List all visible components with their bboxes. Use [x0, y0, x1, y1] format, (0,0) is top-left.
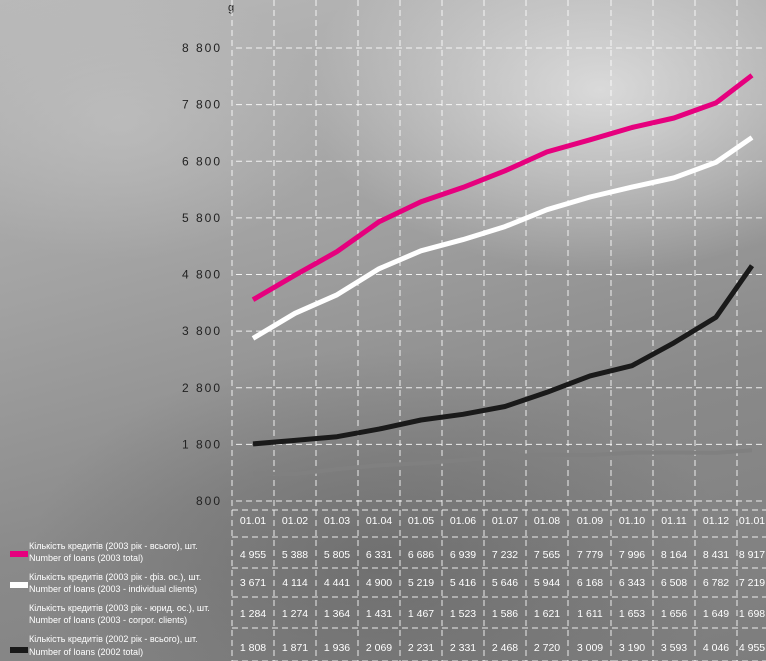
y-tick-label: 5 800 [182, 211, 222, 225]
legend-swatch [10, 647, 28, 653]
chart-grid [231, 0, 766, 661]
table-cell: 4 441 [324, 577, 350, 589]
legend-swatch [10, 582, 28, 588]
table-cell: 8 431 [703, 549, 729, 561]
table-cell: 3 593 [661, 642, 687, 654]
legend-label-ua: Кількість кредитів (2002 рік - всього), … [29, 634, 198, 644]
legend: Кількість кредитів (2003 рік - всього), … [10, 541, 210, 657]
x-tick-label: 01.12 [703, 515, 729, 527]
table-cell: 7 232 [492, 549, 518, 561]
y-tick-label: 800 [196, 494, 222, 508]
x-tick-label: 01.06 [450, 515, 476, 527]
table-cell: 1 467 [408, 608, 434, 620]
series-line [251, 73, 754, 302]
x-tick-label: 01.05 [408, 515, 434, 527]
series-lines [251, 73, 755, 477]
series-line [252, 448, 753, 477]
y-tick-label: 8 800 [182, 41, 222, 55]
x-tick-label: 01.08 [534, 515, 560, 527]
legend-swatch [10, 551, 28, 557]
y-tick-label: 7 800 [182, 98, 222, 112]
x-tick-label: 01.03 [324, 515, 350, 527]
table-cell: 4 900 [366, 577, 392, 589]
table-cell: 4 114 [282, 577, 308, 589]
legend-label-ua: Кількість кредитів (2003 рік - всього), … [29, 541, 198, 551]
x-tick-label: 01.04 [366, 515, 392, 527]
table-cell: 1 808 [240, 642, 266, 654]
table-cell: 7 996 [619, 549, 645, 561]
table-cell: 5 944 [534, 577, 560, 589]
legend-label-en: Number of loans (2003 - individual clien… [29, 584, 197, 594]
table-cell: 1 284 [240, 608, 266, 620]
table-cell: 4 955 [240, 549, 266, 561]
x-tick-label: 01.10 [619, 515, 645, 527]
legend-label-ua: Кількість кредитів (2003 рік - фіз. ос.)… [29, 572, 201, 582]
table-cell: 1 649 [703, 608, 729, 620]
table-cell: 8 164 [661, 549, 687, 561]
table-cell: 1 621 [534, 608, 560, 620]
table-cell: 1 431 [366, 608, 392, 620]
table-cell: 8 917 [739, 549, 765, 561]
x-axis: 01.01 01.02 01.03 01.04 01.05 01.06 01.07 01.08… [240, 515, 765, 527]
legend-label-en: Number of loans (2003 total) [29, 553, 143, 563]
table-cell: 7 779 [577, 549, 603, 561]
table-cell: 6 939 [450, 549, 476, 561]
table-cell: 1 653 [619, 608, 645, 620]
legend-label-ua: Кількість кредитів (2003 рік - юрид. ос.… [29, 603, 210, 613]
table-cell: 7 219 [739, 577, 765, 589]
table-cell: 6 343 [619, 577, 645, 589]
table-cell: 1 611 [577, 608, 603, 620]
table-cell: 1 698 [739, 608, 765, 620]
table-cell: 5 219 [408, 577, 434, 589]
table-cell: 4 046 [703, 642, 729, 654]
table-cell: 2 720 [534, 642, 560, 654]
table-cell: 6 331 [366, 549, 392, 561]
table-cell: 6 168 [577, 577, 603, 589]
table-cell: 7 565 [534, 549, 560, 561]
x-tick-label: 01.11 [661, 515, 687, 527]
legend-label-en: Number of loans (2003 - corpor. clients) [29, 615, 187, 625]
legend-label-en: Number of loans (2002 total) [29, 647, 143, 657]
table-cell: 6 782 [703, 577, 729, 589]
y-tick-label: 6 800 [182, 154, 222, 168]
x-tick-label: 01.01 [739, 515, 765, 527]
table-cell: 3 190 [619, 642, 645, 654]
x-tick-label: 01.01 [240, 515, 266, 527]
table-cell: 1 871 [282, 642, 308, 654]
table-cell: 1 656 [661, 608, 687, 620]
table-cell: 3 009 [577, 642, 603, 654]
x-tick-label: 01.09 [577, 515, 603, 527]
table-cell: 1 936 [324, 642, 350, 654]
data-table: 4 955 5 388 5 805 6 331 6 686 6 939 7 232 7 565… [240, 549, 765, 654]
table-cell: 3 671 [240, 577, 266, 589]
y-tick-label: 1 800 [182, 437, 222, 451]
table-cell: 2 468 [492, 642, 518, 654]
table-cell: 2 069 [366, 642, 392, 654]
x-tick-label: 01.07 [492, 515, 518, 527]
y-tick-label: 3 800 [182, 324, 222, 338]
table-cell: 5 416 [450, 577, 476, 589]
y-axis: 8 800 7 800 6 800 5 800 4 800 3 800 2 800 1 800… [182, 41, 222, 508]
table-cell: 1 364 [324, 608, 350, 620]
table-cell: 1 523 [450, 608, 476, 620]
table-cell: 5 388 [282, 549, 308, 561]
table-cell: 5 646 [492, 577, 518, 589]
table-cell: 2 331 [450, 642, 476, 654]
table-cell: 5 805 [324, 549, 350, 561]
series-line [252, 264, 755, 447]
table-cell: 6 508 [661, 577, 687, 589]
x-tick-label: 01.02 [282, 515, 308, 527]
table-cell: 4 955 [739, 642, 765, 654]
table-cell: 2 231 [408, 642, 434, 654]
y-tick-label: 2 800 [182, 381, 222, 395]
series-line [251, 135, 754, 341]
chart-title-fragment: g [228, 2, 234, 14]
table-cell: 1 586 [492, 608, 518, 620]
table-cell: 6 686 [408, 549, 434, 561]
y-tick-label: 4 800 [182, 268, 222, 282]
table-cell: 1 274 [282, 608, 308, 620]
